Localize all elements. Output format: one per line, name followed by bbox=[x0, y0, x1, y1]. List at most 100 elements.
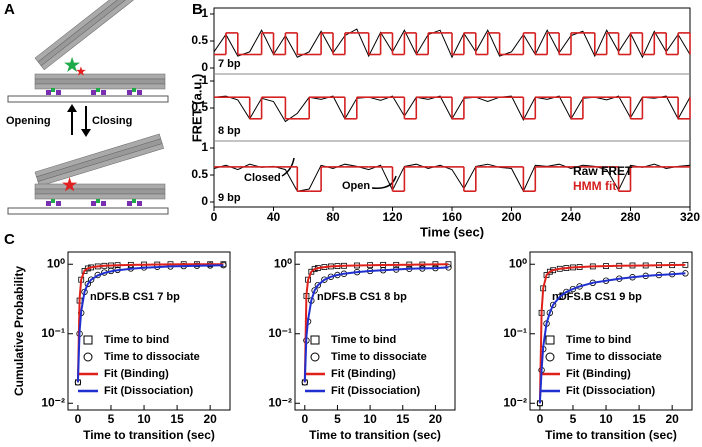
point-circle bbox=[569, 285, 577, 293]
y-tick-label: 10⁰ bbox=[509, 256, 527, 270]
plot-frame bbox=[67, 251, 231, 411]
x-tick-label: 5 bbox=[570, 412, 577, 426]
legend-symbol bbox=[83, 352, 93, 362]
plot-title: nDFS.B CS1 7 bp bbox=[90, 291, 180, 303]
annotation: Closed bbox=[244, 172, 281, 184]
diagram-bottom: ★ bbox=[7, 133, 169, 215]
closed-arrow bbox=[281, 157, 295, 177]
panel-label: C bbox=[4, 231, 15, 248]
trace-label: 8 bp bbox=[218, 125, 241, 137]
y-tick-label: 0.5 bbox=[191, 167, 208, 181]
y-axis-label: Cumulative Probability bbox=[12, 266, 26, 396]
legend-entry: Time to dissociate bbox=[331, 351, 427, 363]
arm bbox=[34, 0, 148, 71]
legend-symbol bbox=[83, 335, 93, 345]
x-tick-label: 200 bbox=[501, 210, 521, 224]
y-tick-label: 10⁻² bbox=[503, 395, 527, 409]
raw-trace bbox=[213, 28, 691, 59]
donor-star: ★ bbox=[64, 55, 81, 75]
legend-entry: Time to bind bbox=[331, 334, 396, 346]
point-circle bbox=[549, 301, 557, 309]
x-tick-label: 120 bbox=[382, 210, 402, 224]
acceptor-star: ★ bbox=[76, 66, 86, 78]
x-tick-label: 15 bbox=[396, 412, 410, 426]
point-circle bbox=[87, 276, 95, 283]
legend-symbol bbox=[310, 335, 320, 345]
x-axis-label: Time (sec) bbox=[420, 224, 484, 239]
fit-line bbox=[303, 266, 449, 383]
x-axis-label: Time to transition (sec) bbox=[309, 428, 441, 442]
plot-title: nDFS.B CS1 9 bp bbox=[552, 291, 642, 303]
y-tick-label: 1 bbox=[201, 73, 208, 87]
annotation: Open bbox=[342, 180, 370, 192]
x-tick-label: 80 bbox=[326, 210, 340, 224]
surface bbox=[7, 95, 169, 103]
x-tick-label: 10 bbox=[599, 412, 613, 426]
legend-symbol bbox=[545, 352, 555, 362]
y-tick-label: 10⁰ bbox=[274, 256, 292, 270]
panel-label: A bbox=[4, 1, 15, 18]
x-tick-label: 10 bbox=[137, 412, 151, 426]
y-tick-label: 1 bbox=[201, 140, 208, 154]
x-tick-label: 0 bbox=[211, 210, 218, 224]
y-tick-label: 1 bbox=[201, 6, 208, 20]
x-axis-label: Time to transition (sec) bbox=[83, 428, 215, 442]
y-tick-label: 0 bbox=[201, 194, 208, 208]
diagram-top: ★ ★ bbox=[7, 0, 169, 103]
panel-label: B bbox=[192, 1, 203, 18]
legend-entry: Fit (Binding) bbox=[104, 368, 169, 380]
plot-frame bbox=[529, 251, 693, 411]
y-tick-label: 0 bbox=[201, 60, 208, 74]
raw-trace bbox=[213, 163, 691, 193]
legend-entry: Fit (Binding) bbox=[331, 368, 396, 380]
fit-line bbox=[303, 263, 449, 383]
y-tick-label: 10⁻¹ bbox=[268, 326, 292, 340]
point-circle bbox=[314, 281, 322, 289]
opening-label: Opening bbox=[6, 115, 51, 127]
plot-title: nDFS.B CS1 8 bp bbox=[317, 291, 407, 303]
x-tick-label: 0 bbox=[75, 412, 82, 426]
x-axis-label: Time to transition (sec) bbox=[545, 428, 677, 442]
x-tick-label: 5 bbox=[334, 412, 341, 426]
x-tick-label: 15 bbox=[632, 412, 646, 426]
plot-frame bbox=[294, 251, 456, 411]
x-tick-label: 20 bbox=[429, 412, 443, 426]
legend-symbol bbox=[310, 352, 320, 362]
x-tick-label: 0 bbox=[537, 412, 544, 426]
y-axis-label: FRET (a.u.) bbox=[189, 74, 204, 143]
trace-label: 7 bp bbox=[218, 58, 241, 70]
x-tick-label: 20 bbox=[203, 412, 217, 426]
y-tick-label: 10⁻¹ bbox=[503, 326, 527, 340]
x-tick-label: 320 bbox=[680, 210, 700, 224]
legend-entry: Time to bind bbox=[104, 334, 169, 346]
x-tick-label: 10 bbox=[363, 412, 377, 426]
legend-entry: Fit (Dissociation) bbox=[331, 385, 421, 397]
legend-entry: Time to bind bbox=[566, 334, 631, 346]
fit-line bbox=[76, 263, 224, 383]
y-tick-label: 0.5 bbox=[191, 33, 208, 47]
y-tick-label: 10⁰ bbox=[47, 256, 65, 270]
fit-line bbox=[76, 264, 224, 383]
legend-entry: Raw FRET bbox=[573, 164, 633, 178]
legend-entry: HMM fit bbox=[573, 179, 616, 193]
y-tick-label: 10⁻² bbox=[41, 395, 65, 409]
x-tick-label: 240 bbox=[561, 210, 581, 224]
point-circle bbox=[84, 280, 92, 288]
point-circle bbox=[321, 276, 328, 283]
x-tick-label: 40 bbox=[267, 210, 281, 224]
legend-entry: Fit (Binding) bbox=[566, 368, 631, 380]
trace-label: 9 bp bbox=[218, 192, 241, 204]
x-tick-label: 5 bbox=[108, 412, 115, 426]
fit-line bbox=[538, 263, 686, 404]
point-square bbox=[546, 268, 553, 275]
x-tick-label: 0 bbox=[301, 412, 308, 426]
svg-text:★: ★ bbox=[62, 175, 78, 194]
x-tick-label: 15 bbox=[170, 412, 184, 426]
closing-label: Closing bbox=[92, 115, 132, 127]
point-circle bbox=[556, 293, 563, 301]
legend-entry: Fit (Dissociation) bbox=[566, 385, 656, 397]
y-tick-label: 10⁻² bbox=[268, 395, 292, 409]
y-tick-label: 0.5 bbox=[191, 100, 208, 114]
legend-symbol bbox=[545, 335, 555, 345]
